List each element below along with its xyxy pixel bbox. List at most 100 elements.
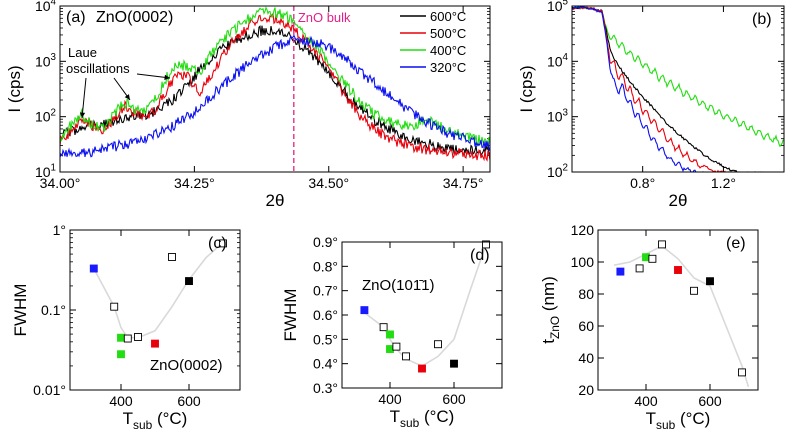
data-point	[110, 302, 119, 311]
y-axis-label: FWHM	[281, 289, 300, 342]
annotation-arrow	[136, 73, 171, 79]
trend-line	[93, 241, 224, 339]
y-tick-label: 101	[35, 163, 56, 180]
data-point	[690, 286, 698, 295]
data-point	[392, 342, 401, 351]
y-tick-label: 40	[578, 350, 594, 366]
series-line-600C	[572, 6, 784, 172]
legend-label: 320°C	[430, 60, 466, 75]
y-tick-label: 60	[578, 318, 594, 334]
y-tick-label: 102	[547, 163, 568, 180]
data-point	[117, 333, 125, 342]
data-point	[185, 277, 193, 286]
panel-title: ZnO(0002)	[96, 9, 173, 26]
y-tick-label: 0.5°	[313, 331, 338, 347]
y-tick-label: 105	[547, 0, 569, 14]
y-tick-label: 1°	[53, 222, 66, 238]
x-tick-label: 400	[378, 391, 402, 407]
y-tick-label: 103	[35, 52, 57, 69]
plot-frame	[571, 5, 785, 173]
x-tick-label: 34.50°	[308, 175, 349, 191]
plot-frame	[59, 5, 491, 173]
legend-label: 500°C	[430, 26, 466, 41]
y-tick-label: 0.3°	[313, 380, 338, 396]
panel-label: (c)	[208, 235, 227, 252]
data-point	[706, 277, 714, 286]
data-point	[738, 368, 746, 377]
series-line-500C	[60, 12, 490, 162]
x-axis-label: 2θ	[266, 191, 285, 210]
y-tick-label: 0.8°	[313, 258, 338, 274]
panel-label: (e)	[726, 235, 746, 252]
legend-label: 600°C	[430, 9, 466, 24]
y-axis-label: I (cps)	[5, 65, 24, 112]
x-axis-label: Tsub (°C)	[390, 407, 455, 430]
y-tick-label: 104	[35, 0, 57, 14]
data-point	[386, 330, 394, 339]
data-point	[151, 339, 159, 348]
x-tick-label: 34.75°	[443, 175, 484, 191]
y-tick-label: 80	[578, 286, 594, 302]
x-tick-label: 1.2°	[711, 175, 736, 191]
data-point	[434, 340, 442, 349]
y-axis-label: I (cps)	[517, 65, 536, 112]
data-point	[450, 359, 458, 368]
annotation-arrow	[81, 77, 87, 119]
y-tick-label: 0.4°	[313, 356, 338, 372]
y-tick-label: 20	[578, 382, 594, 398]
x-axis-label: Tsub (°C)	[123, 409, 188, 432]
y-tick-label: 0.9°	[313, 234, 338, 250]
series-group	[60, 6, 490, 162]
series-group	[572, 6, 784, 172]
series-line-400C	[572, 6, 784, 148]
data-point	[482, 240, 490, 249]
y-tick-label: 120	[571, 222, 595, 238]
series-line-320C	[60, 34, 490, 158]
panel-label: (b)	[752, 11, 772, 28]
x-tick-label: 34.00°	[40, 175, 81, 191]
inner-panel-label: ZnO(0002)	[150, 357, 223, 374]
y-tick-label: 102	[35, 107, 56, 124]
trend-line	[363, 244, 487, 368]
data-point	[418, 364, 426, 373]
data-point	[402, 352, 410, 361]
annotation-arrowhead	[164, 74, 170, 80]
y-tick-label: 100	[571, 254, 595, 270]
x-axis-label: 2θ	[669, 191, 688, 210]
data-point	[168, 253, 176, 261]
y-tick-label: 104	[547, 52, 569, 69]
x-tick-label: 600	[177, 393, 201, 409]
plot-frame	[597, 229, 759, 391]
trend-line	[613, 245, 750, 388]
series-line-600C	[60, 25, 490, 157]
data-point	[674, 266, 682, 274]
annotation-text: oscillations	[66, 61, 130, 76]
legend-label: 400°C	[430, 43, 466, 58]
data-point	[658, 240, 666, 249]
y-tick-label: 0.1°	[41, 302, 66, 318]
data-point	[219, 239, 227, 248]
data-point	[89, 264, 98, 273]
x-tick-label: 600	[698, 393, 722, 409]
data-point	[648, 254, 657, 263]
data-point	[642, 253, 650, 262]
data-point	[360, 306, 369, 315]
series-line-400C	[60, 6, 490, 147]
data-point	[635, 264, 644, 273]
y-tick-label: 0.7°	[313, 283, 338, 299]
y-axis-label: FWHM	[11, 284, 30, 337]
annotation-arrowhead	[79, 112, 86, 118]
data-point	[134, 333, 142, 341]
series-line-320C	[572, 6, 783, 172]
x-tick-label: 0.8°	[630, 175, 655, 191]
annotation-arrowhead	[124, 94, 130, 100]
x-axis-label: Tsub (°C)	[646, 409, 711, 432]
bulk-reference-label: ZnO bulk	[298, 10, 351, 25]
x-tick-label: 400	[634, 393, 658, 409]
x-tick-label: 400	[109, 393, 133, 409]
y-tick-label: 0.6°	[313, 307, 338, 323]
annotation-text: Laue	[68, 45, 97, 60]
y-axis-label: tZnO (nm)	[539, 276, 562, 344]
